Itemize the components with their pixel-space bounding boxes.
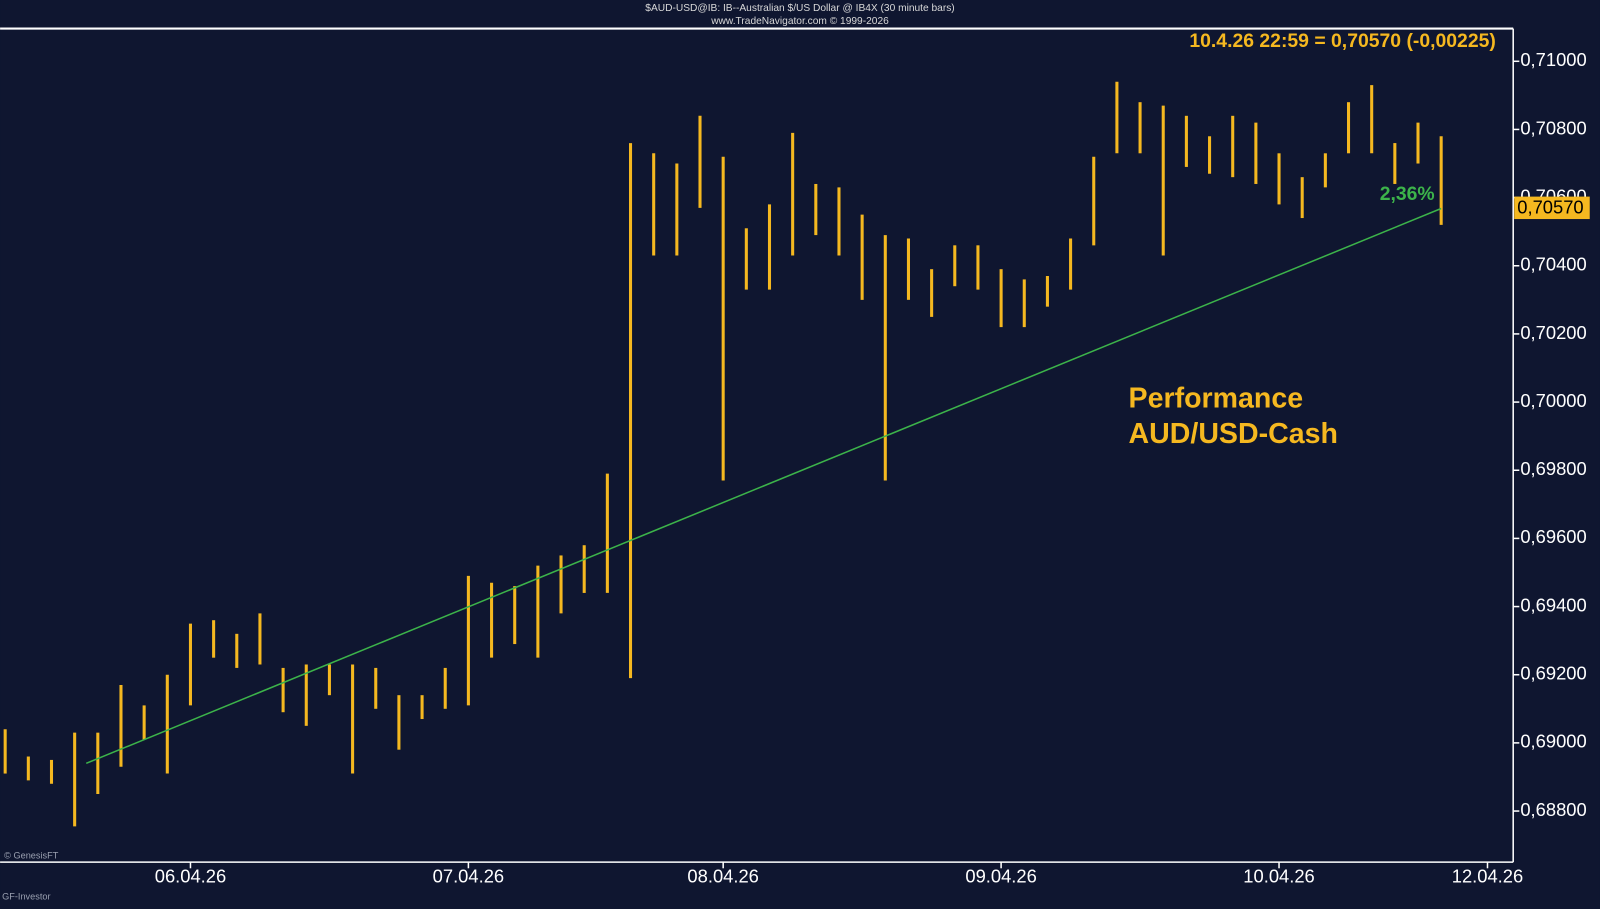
trend-line <box>85 207 1442 765</box>
chart-title: $AUD-USD@IB: IB--Australian $/US Dollar … <box>645 3 954 14</box>
x-tick-label: 10.04.26 <box>1243 865 1314 886</box>
y-tick-label: 0,69000 <box>1520 731 1586 752</box>
x-tick-label: 12.04.26 <box>1452 865 1523 886</box>
x-tick-label: 06.04.26 <box>155 865 226 886</box>
y-tick-label: 0,69200 <box>1520 663 1586 684</box>
last-price-label: 0,70570 <box>1517 197 1583 218</box>
label-line: AUD/USD-Cash <box>1129 418 1338 450</box>
y-tick-label: 0,69400 <box>1520 594 1586 615</box>
y-tick-label: 0,70400 <box>1520 254 1586 275</box>
footer-text: © GenesisFT <box>4 850 59 860</box>
y-tick-label: 0,70200 <box>1520 322 1586 343</box>
x-tick-label: 07.04.26 <box>433 865 504 886</box>
footer-text: GF-Investor <box>2 891 50 901</box>
y-tick-label: 0,68800 <box>1520 799 1586 820</box>
y-tick-label: 0,69800 <box>1520 458 1586 479</box>
performance-annotation: 2,36% <box>1380 183 1435 205</box>
x-tick-label: 09.04.26 <box>965 865 1036 886</box>
y-tick-label: 0,70000 <box>1520 390 1586 411</box>
last-price-tag <box>1514 196 1590 220</box>
chart-subtitle: www.TradeNavigator.com © 1999-2026 <box>710 16 889 27</box>
y-tick-label: 0,69600 <box>1520 526 1586 547</box>
x-tick-label: 08.04.26 <box>687 865 758 886</box>
label-line: Performance <box>1129 383 1304 415</box>
header-quote: 10.4.26 22:59 = 0,70570 (-0,00225) <box>1189 30 1495 52</box>
y-tick-label: 0,70800 <box>1520 117 1586 138</box>
y-tick-label: 0,71000 <box>1520 49 1586 70</box>
